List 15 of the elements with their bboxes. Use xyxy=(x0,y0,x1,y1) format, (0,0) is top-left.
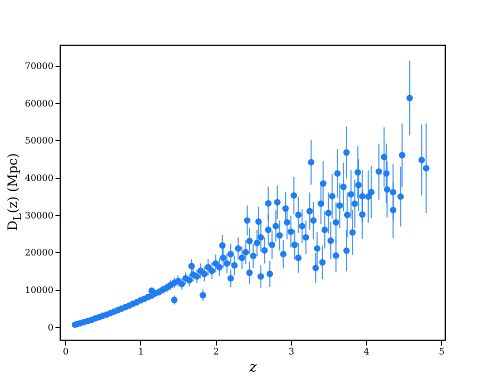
y-tick-label: 30000 xyxy=(24,211,54,222)
y-tick-label: 60000 xyxy=(24,99,54,110)
x-tick-label: 5 xyxy=(438,348,445,358)
x-axis-title: z xyxy=(248,360,258,376)
y-tick-label: 70000 xyxy=(24,62,54,72)
x-tick-label: 2 xyxy=(213,348,220,358)
y-tick-label: 0 xyxy=(48,323,54,334)
y-tick-label: 50000 xyxy=(24,136,54,147)
x-tick-label: 4 xyxy=(364,348,370,358)
x-tick-label: 3 xyxy=(288,348,294,358)
y-tick-label: 20000 xyxy=(24,248,54,259)
x-tick-label: 1 xyxy=(138,348,144,358)
x-tick-label: 0 xyxy=(62,348,69,358)
y-tick-label: 40000 xyxy=(24,174,54,184)
y-tick-label: 10000 xyxy=(24,286,54,296)
